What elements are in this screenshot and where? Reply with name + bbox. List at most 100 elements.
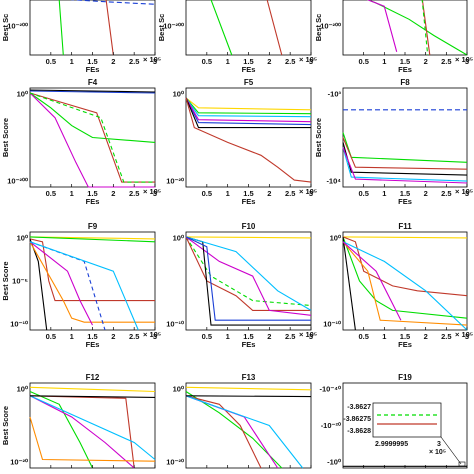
f8-y-label: Best Score [314, 118, 323, 157]
f9-series-line [29, 238, 155, 302]
f10-series-line [185, 236, 311, 321]
f10-y-tick-label: 10⁰ [173, 234, 185, 243]
f19-inset-y-tick: -3.8627 [347, 404, 371, 411]
f19-inset-x-tick: 3 [437, 441, 441, 448]
f3-x-tick-label: 0.5 [358, 57, 368, 66]
f1-series-line [70, 0, 156, 5]
f5-series-line [185, 97, 312, 123]
f11-series-line [342, 236, 468, 239]
f11-y-tick-label: 10⁰ [330, 234, 342, 243]
f9-x-tick-label: 3 [153, 332, 157, 341]
f9-axes-box [29, 231, 156, 331]
f5-series-line [185, 97, 312, 115]
f11-x-tick-label: 2.5 [441, 332, 451, 341]
f12-title: F12 [86, 373, 100, 382]
f1-x-tick-label: 3 [153, 57, 157, 66]
f12-y-tick-label: 10⁻²⁰ [10, 458, 29, 467]
f4-x-exponent: × 10⁵ [143, 187, 162, 196]
f8-axes-box [342, 87, 468, 188]
f12-y-label: Best Score [1, 406, 10, 445]
f4-y-tick-label: 10⁰ [17, 90, 29, 99]
f1-x-tick-label: 2.5 [129, 57, 139, 66]
f11-title: F11 [398, 222, 412, 231]
f11-x-label: FEs [398, 340, 412, 349]
f5-y-tick-label: 10⁻²⁰ [166, 177, 185, 186]
f9-y-tick-label: 10⁻¹⁰ [10, 320, 29, 329]
f13-series-line [185, 386, 312, 391]
f5-series-line [185, 97, 312, 118]
f8-x-tick-label: 1 [382, 189, 386, 198]
f11-y-tick-label: 10⁻¹⁰ [323, 320, 342, 329]
f3-series-line [421, 0, 431, 56]
f2-y-tick-label: 10⁻²⁰⁰ [163, 21, 185, 30]
f1-x-label: FEs [86, 65, 100, 74]
f1-y-label: Best Sc [1, 14, 10, 42]
f11-x-tick-label: 0.5 [358, 332, 368, 341]
f5-x-tick-label: 0.5 [202, 189, 212, 198]
f5-x-tick-label: 2 [267, 189, 271, 198]
f4-series-line [29, 92, 155, 188]
f10-series-line [185, 236, 312, 316]
f12-series-line [29, 386, 156, 393]
f4-title: F4 [88, 78, 98, 87]
f8-series-line [342, 142, 468, 176]
f11-x-tick-label: 3 [465, 332, 469, 341]
f2-x-exponent: × 10⁵ [299, 55, 318, 64]
f3-y-label: Best Sc [314, 14, 323, 42]
f13-series-line [185, 395, 312, 398]
f5-series-line [185, 97, 312, 183]
f10-x-tick-label: 3 [309, 332, 313, 341]
f4-series-line [29, 92, 156, 143]
f11-x-tick-label: 1.5 [400, 332, 410, 341]
f3-x-tick-label: 1 [382, 57, 386, 66]
f9-title: F9 [88, 222, 98, 231]
f8-x-exponent: × 10⁵ [455, 187, 474, 196]
f5-x-tick-label: 1.5 [243, 189, 253, 198]
f3-x-tick-label: 3 [465, 57, 469, 66]
f4-x-tick-label: 1 [70, 189, 74, 198]
f3-axes-box [342, 0, 468, 56]
f10-x-tick-label: 1 [226, 332, 230, 341]
f8-series-line [342, 147, 468, 184]
f3-x-exponent: × 10⁵ [455, 55, 474, 64]
f3-x-tick-label: 2.5 [441, 57, 451, 66]
f10-series-line [185, 236, 312, 311]
f10-series-line [185, 236, 312, 307]
f3-y-tick-label: 10⁻²⁰⁰ [320, 21, 342, 30]
f5-title: F5 [244, 78, 254, 87]
f2-series-line [266, 0, 283, 56]
f11-series-line [342, 236, 468, 297]
f2-x-tick-label: 1.5 [243, 57, 253, 66]
f11-axes-box [342, 231, 468, 331]
f19-inset-exponent: × 10⁵ [429, 449, 446, 456]
f10-x-exponent: × 10⁵ [299, 330, 318, 339]
f19-inset-box [372, 402, 442, 438]
f5-x-tick-label: 2.5 [285, 189, 295, 198]
f12-series-line [29, 395, 135, 469]
f5-axes-box [185, 87, 312, 188]
f4-x-tick-label: 0.5 [46, 189, 56, 198]
f2-x-label: FEs [242, 65, 256, 74]
f1-x-tick-label: 2 [111, 57, 115, 66]
f8-x-tick-label: 2.5 [441, 189, 451, 198]
f3-series-line [421, 0, 429, 56]
f4-x-label: FEs [86, 197, 100, 206]
f4-y-tick-label: 10⁻²⁰⁰ [7, 177, 29, 186]
f13-axes-box [185, 382, 312, 469]
f2-x-tick-label: 2 [267, 57, 271, 66]
f10-axes-box [185, 231, 312, 331]
f11-x-tick-label: 1 [382, 332, 386, 341]
f9-x-tick-label: 1 [70, 332, 74, 341]
f2-series-line [210, 0, 233, 56]
f9-x-label: FEs [86, 340, 100, 349]
f12-series-line [29, 395, 156, 460]
f12-y-tick-label: 10⁰ [17, 385, 29, 394]
f13-y-tick-label: 10⁻²⁰ [166, 458, 185, 467]
f9-x-tick-label: 2 [111, 332, 115, 341]
f11-x-tick-label: 2 [424, 332, 428, 341]
f3-x-tick-label: 2 [424, 57, 428, 66]
f1-x-exponent: × 10⁵ [143, 55, 162, 64]
f19-inset-y-tick: -3.86275 [343, 416, 371, 423]
f11-x-exponent: × 10⁵ [455, 330, 474, 339]
f5-series-line [185, 97, 312, 111]
